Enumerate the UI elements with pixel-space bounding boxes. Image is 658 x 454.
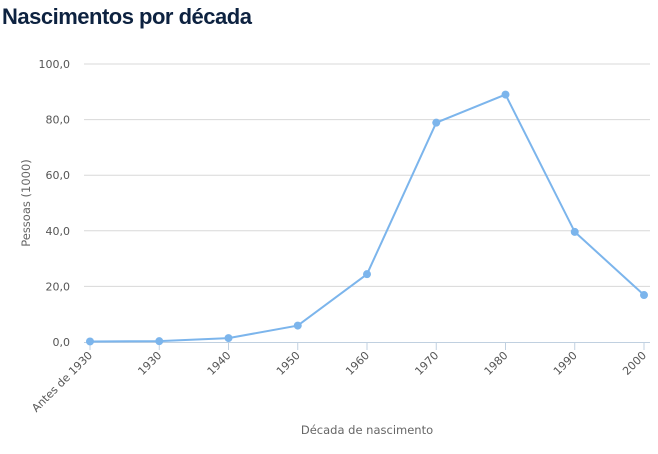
data-point xyxy=(363,270,371,279)
y-tick-label: 20,0 xyxy=(46,280,71,293)
data-point xyxy=(155,337,164,346)
y-axis-label: Pessoas (1000) xyxy=(19,159,33,247)
x-tick-label: 1930 xyxy=(135,349,164,378)
data-point xyxy=(293,321,302,330)
x-tick-label: 1990 xyxy=(551,349,580,378)
data-point xyxy=(501,90,510,99)
data-point xyxy=(432,118,441,127)
y-tick-label: 0,0 xyxy=(53,336,71,349)
data-point xyxy=(224,334,233,343)
chart-title: Nascimentos por década xyxy=(2,4,252,29)
y-tick-label: 80,0 xyxy=(46,114,71,127)
y-tick-label: 40,0 xyxy=(46,225,71,238)
x-tick-label: 2000 xyxy=(620,349,649,378)
x-tick-label: Antes de 1930 xyxy=(29,349,95,415)
x-tick-label: 1980 xyxy=(482,349,511,378)
data-point xyxy=(640,291,648,300)
series-line xyxy=(89,93,645,343)
data-point xyxy=(86,337,94,346)
x-tick-label: 1940 xyxy=(205,349,234,378)
y-tick-label: 100,0 xyxy=(39,58,71,71)
data-point xyxy=(570,227,579,236)
x-tick-label: 1950 xyxy=(274,349,303,378)
x-tick-label: 1960 xyxy=(343,349,372,378)
x-axis-label: Década de nascimento xyxy=(301,423,433,437)
x-tick-label: 1970 xyxy=(412,349,441,378)
y-tick-label: 60,0 xyxy=(46,169,71,182)
